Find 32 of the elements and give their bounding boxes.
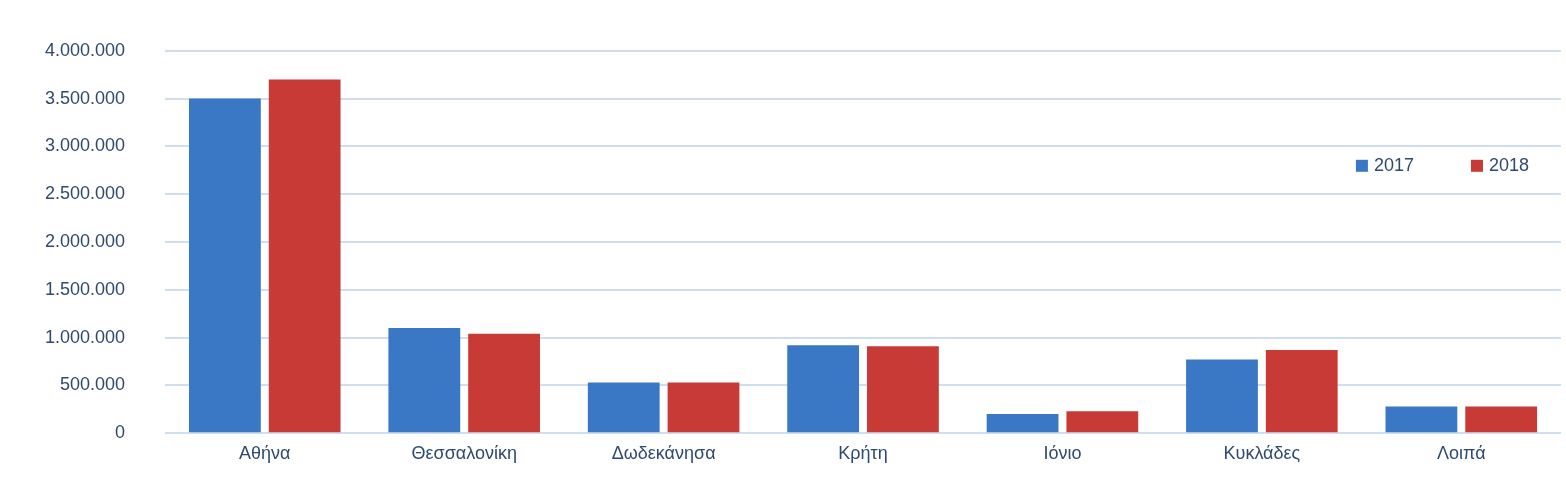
bar xyxy=(986,414,1059,433)
bar xyxy=(787,345,860,433)
bar xyxy=(1265,350,1338,433)
legend-label: 2018 xyxy=(1488,154,1529,175)
x-tick-label: Κρήτη xyxy=(838,442,888,463)
y-tick-label: 1.500.000 xyxy=(45,278,126,299)
y-tick-label: 2.000.000 xyxy=(45,230,126,251)
y-tick-label: 1.000.000 xyxy=(45,326,126,347)
x-tick-label: Δωδεκάνησα xyxy=(611,442,716,463)
y-tick-label: 2.500.000 xyxy=(45,183,126,204)
bar xyxy=(268,79,341,433)
x-tick-label: Αθήνα xyxy=(239,442,291,463)
y-tick-label: 3.500.000 xyxy=(45,87,126,108)
y-tick-label: 500.000 xyxy=(60,374,126,395)
bar xyxy=(867,346,939,433)
x-tick-label: Θεσσαλονίκη xyxy=(411,442,517,463)
x-tick-label: Ιόνιο xyxy=(1043,442,1082,463)
bar xyxy=(587,382,660,433)
bar xyxy=(667,382,740,433)
legend-label: 2017 xyxy=(1373,154,1414,175)
y-tick-label: 4.000.000 xyxy=(45,39,126,60)
bar xyxy=(468,333,540,433)
x-tick-label: Κυκλάδες xyxy=(1223,442,1301,463)
bar xyxy=(1186,359,1258,433)
bar xyxy=(1465,406,1538,433)
bar xyxy=(189,98,261,433)
bar xyxy=(1385,406,1458,433)
x-tick-label: Λοιπά xyxy=(1436,442,1486,463)
y-tick-label: 0 xyxy=(115,422,126,443)
bar xyxy=(388,328,461,433)
y-tick-label: 3.000.000 xyxy=(45,135,126,156)
bar xyxy=(1066,411,1139,433)
